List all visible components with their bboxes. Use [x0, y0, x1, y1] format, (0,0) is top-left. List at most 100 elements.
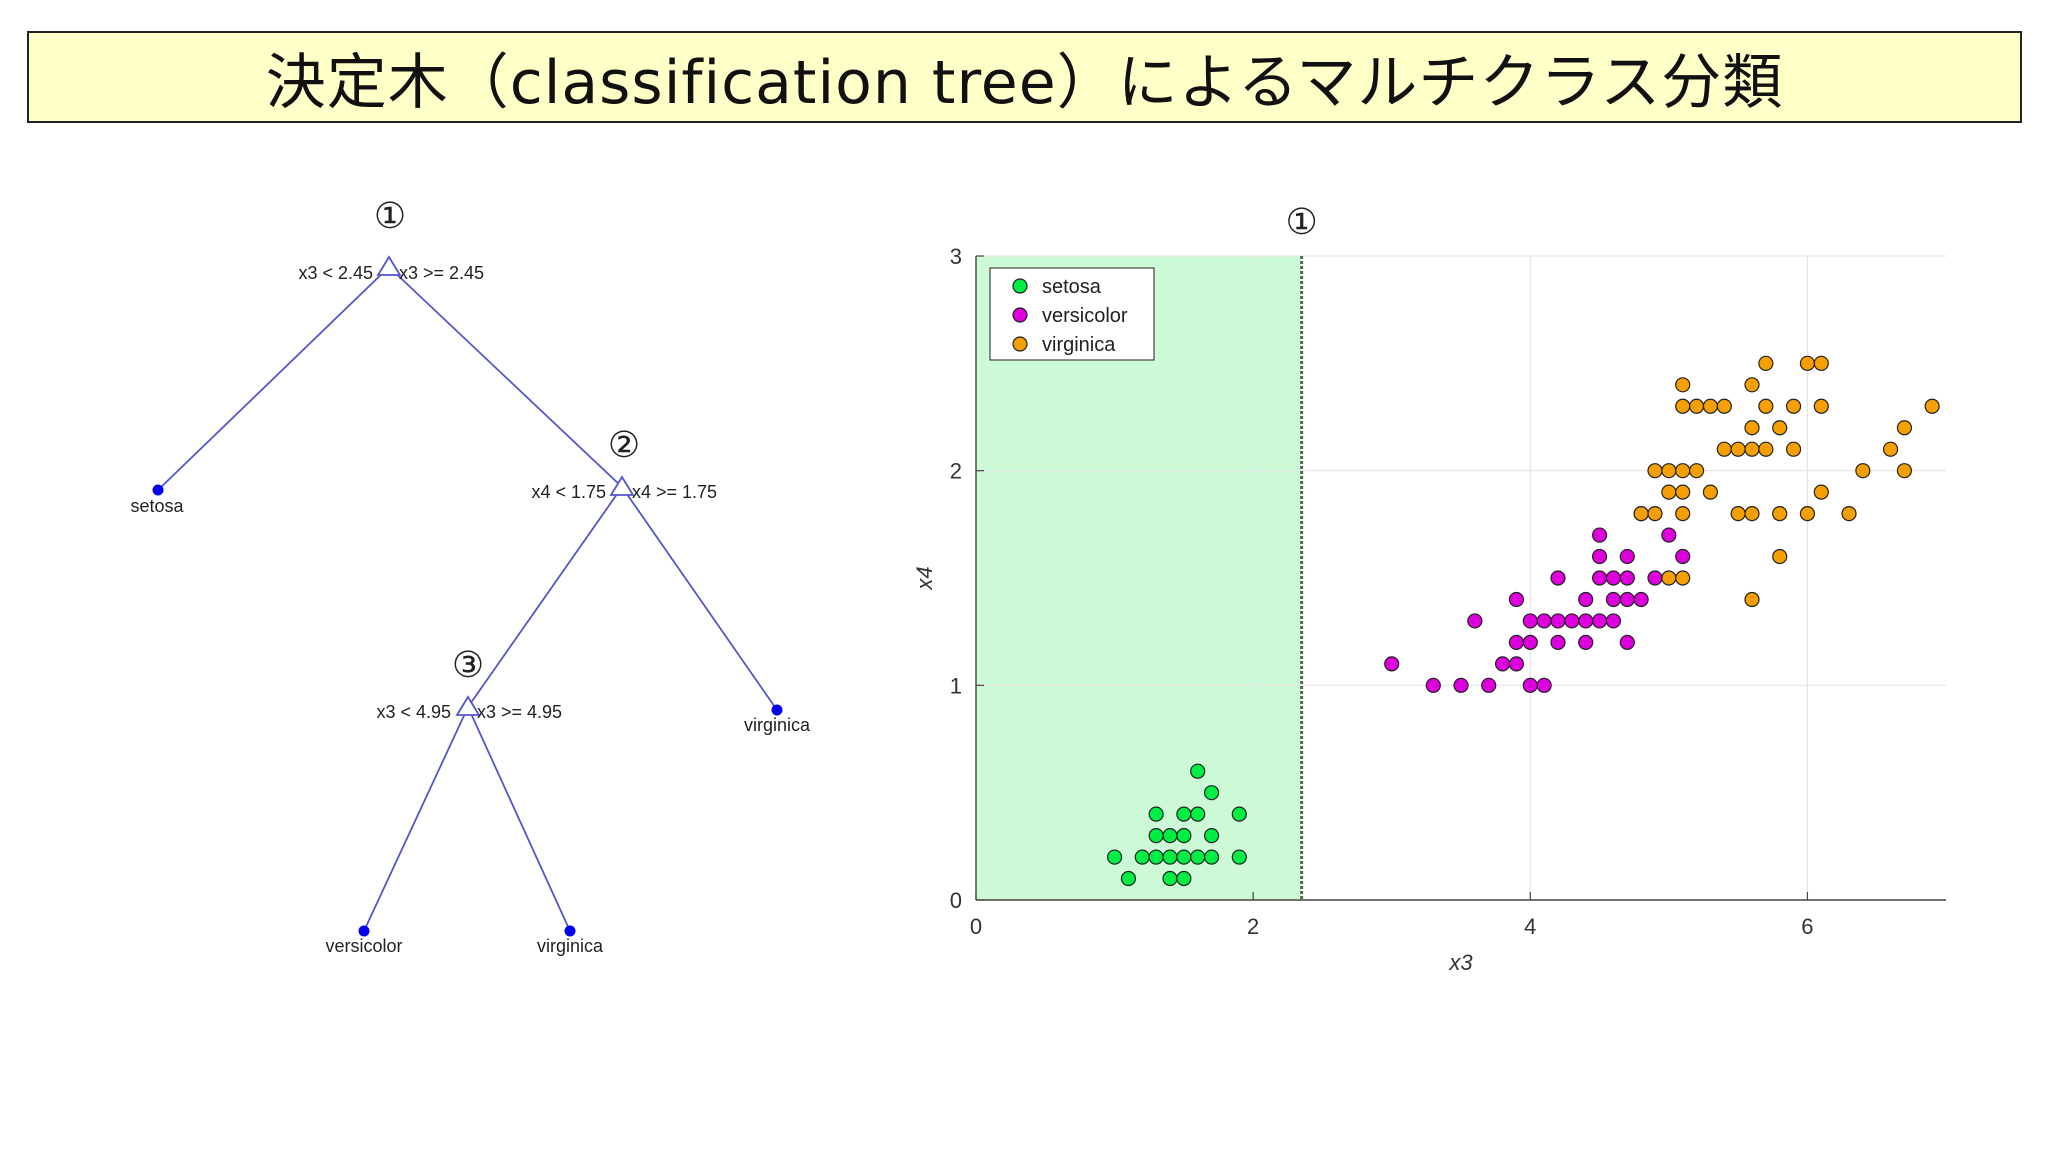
virginica-point — [1675, 398, 1691, 414]
virginica-point — [1813, 398, 1829, 414]
y-tick-label: 3 — [950, 244, 962, 269]
versicolor-point — [1591, 613, 1608, 629]
setosa-point — [1148, 849, 1164, 865]
setosa-point — [1176, 806, 1192, 822]
y-tick-label: 0 — [950, 888, 962, 913]
virginica-point — [1799, 506, 1816, 522]
setosa-point — [1190, 849, 1206, 865]
legend-label: virginica — [1042, 334, 1116, 356]
node-marker: ③ — [452, 644, 484, 685]
virginica-point — [1896, 463, 1913, 479]
versicolor-point — [1508, 656, 1525, 672]
virginica-point — [1716, 398, 1732, 414]
setosa-point — [1231, 849, 1247, 865]
setosa-point — [1176, 870, 1192, 887]
split-triangle-icon — [455, 695, 481, 716]
scatter-plot-panel: 0 2 4 6 0 1 2 3 ① x3 x4 setosa versicolor virgini… — [900, 180, 2048, 1040]
virginica-point — [1647, 463, 1663, 479]
virginica-point — [1744, 377, 1760, 393]
virginica-point — [1772, 548, 1788, 565]
versicolor-point — [1508, 634, 1525, 650]
tree-edge — [388, 266, 623, 488]
leaf-dot-icon — [152, 484, 164, 496]
versicolor-point — [1481, 677, 1497, 693]
tree-leaf-virginica-2: virginica — [537, 925, 604, 956]
leaf-label: virginica — [537, 936, 604, 956]
decision-tree-diagram: ① x3 < 2.45 x3 >= 2.45 ② x4 < 1.75 x4 >=… — [0, 180, 900, 1080]
versicolor-point — [1578, 613, 1594, 629]
versicolor-point — [1550, 634, 1566, 650]
virginica-point — [1744, 441, 1760, 457]
setosa-point — [1134, 849, 1150, 865]
virginica-point — [1702, 398, 1719, 414]
versicolor-point — [1536, 613, 1552, 629]
virginica-point — [1661, 570, 1677, 586]
setosa-point — [1190, 806, 1206, 822]
leaf-label: versicolor — [325, 936, 402, 956]
setosa-point — [1203, 849, 1220, 865]
virginica-point — [1799, 355, 1816, 371]
virginica-point — [1772, 420, 1788, 436]
leaf-label: virginica — [744, 715, 811, 735]
versicolor-point — [1564, 613, 1580, 629]
versicolor-point — [1384, 656, 1400, 672]
virginica-point — [1702, 484, 1719, 500]
virginica-point — [1882, 441, 1899, 457]
virginica-point — [1772, 506, 1788, 522]
versicolor-point — [1508, 591, 1525, 608]
split-marker: ① — [1286, 201, 1318, 242]
leaf-dot-icon — [771, 704, 783, 716]
legend-marker-icon — [1012, 307, 1028, 323]
title-banner: 決定木（classification tree）によるマルチクラス分類 — [27, 31, 2022, 123]
tree-edge — [621, 486, 778, 711]
node-marker: ① — [374, 195, 406, 236]
setosa-point — [1148, 827, 1164, 844]
virginica-point — [1633, 506, 1649, 522]
virginica-point — [1661, 484, 1677, 500]
versicolor-point — [1591, 548, 1608, 565]
slide-title: 決定木（classification tree）によるマルチクラス分類 — [265, 47, 1784, 118]
versicolor-point — [1494, 656, 1511, 672]
virginica-point — [1744, 506, 1760, 522]
tree-edge — [467, 706, 571, 932]
tree-edge — [467, 486, 623, 708]
x-tick-label: 0 — [970, 914, 982, 939]
decision-region — [976, 256, 1302, 900]
virginica-point — [1675, 570, 1691, 586]
versicolor-point — [1467, 613, 1483, 629]
tree-leaf-virginica: virginica — [744, 704, 811, 735]
tree-node-1: ① x3 < 2.45 x3 >= 2.45 — [298, 195, 484, 283]
node-left-rule: x3 < 2.45 — [298, 263, 373, 283]
node-left-rule: x4 < 1.75 — [531, 482, 606, 502]
versicolor-point — [1605, 591, 1622, 608]
versicolor-point — [1550, 613, 1566, 629]
setosa-point — [1162, 870, 1178, 887]
virginica-point — [1730, 441, 1746, 457]
versicolor-point — [1591, 527, 1608, 543]
versicolor-point — [1675, 548, 1691, 565]
y-tick-label: 2 — [950, 459, 962, 484]
setosa-point — [1162, 849, 1178, 865]
virginica-point — [1675, 484, 1691, 500]
node-left-rule: x3 < 4.95 — [376, 702, 451, 722]
virginica-point — [1744, 420, 1760, 436]
virginica-point — [1744, 591, 1760, 608]
setosa-point — [1176, 827, 1192, 844]
tree-node-2: ② x4 < 1.75 x4 >= 1.75 — [531, 424, 717, 502]
setosa-point — [1231, 806, 1247, 822]
node-right-rule: x4 >= 1.75 — [632, 482, 717, 502]
versicolor-point — [1619, 548, 1635, 565]
virginica-point — [1785, 398, 1802, 414]
virginica-point — [1896, 420, 1913, 436]
node-right-rule: x3 >= 2.45 — [399, 263, 484, 283]
split-triangle-icon — [376, 255, 402, 276]
x-axis-label: x3 — [1448, 950, 1473, 975]
versicolor-point — [1605, 613, 1622, 629]
virginica-point — [1758, 441, 1774, 457]
versicolor-point — [1605, 570, 1622, 586]
versicolor-point — [1578, 591, 1594, 608]
virginica-point — [1716, 441, 1732, 457]
tree-edge — [363, 706, 469, 932]
versicolor-point — [1591, 570, 1608, 586]
legend-label: setosa — [1042, 276, 1102, 298]
